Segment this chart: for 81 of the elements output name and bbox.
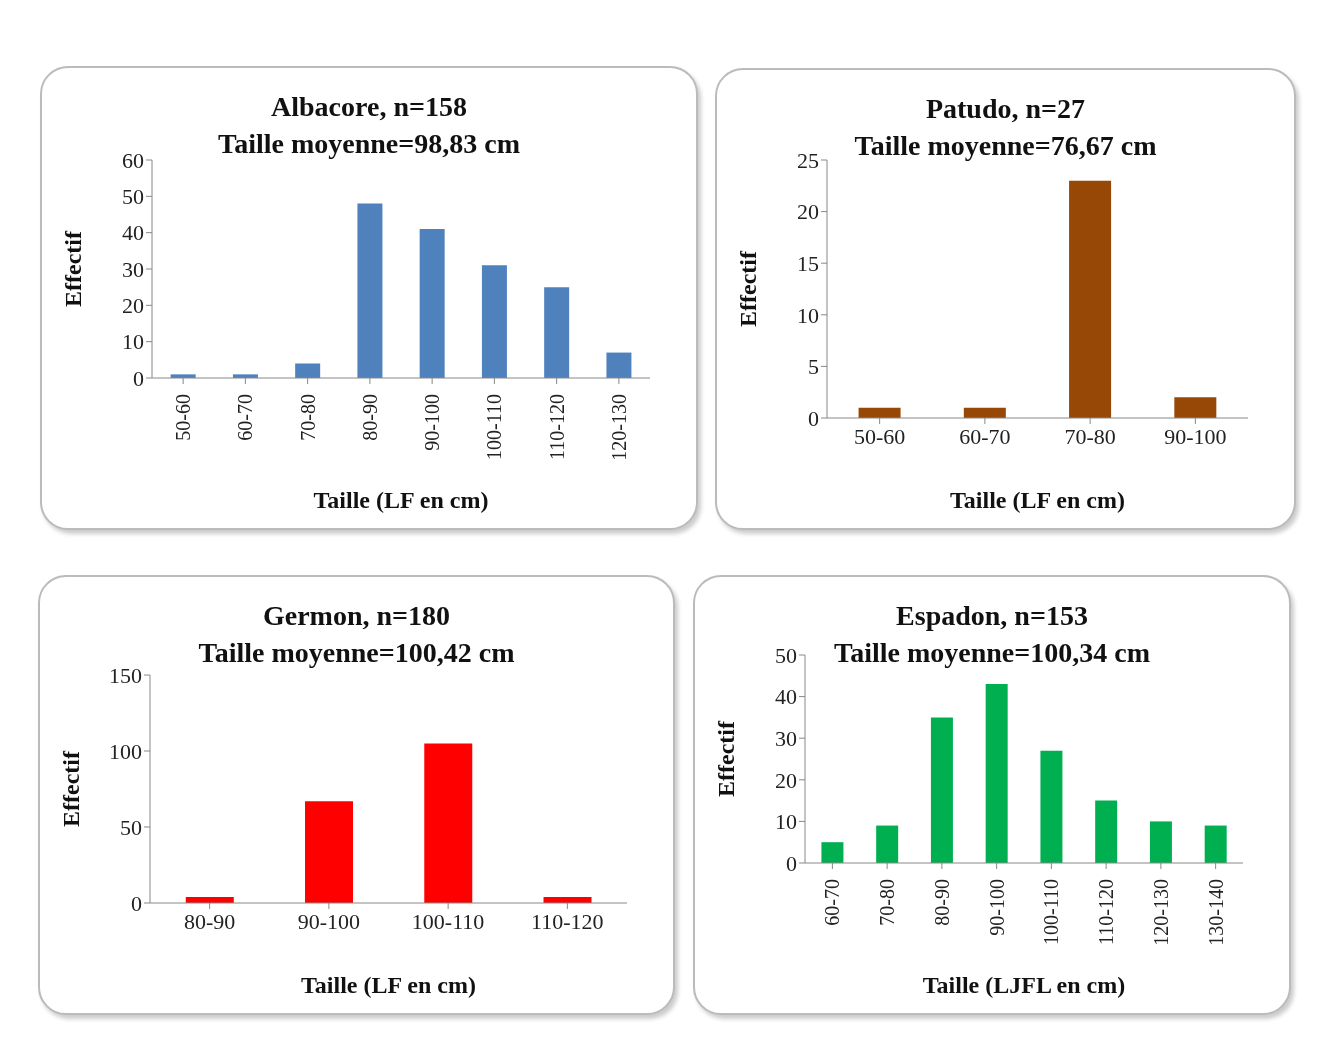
y-tick-label: 0 [131,890,142,916]
y-tick-label: 10 [775,809,797,835]
y-tick-label: 20 [775,767,797,793]
x-tick-label: 50-60 [853,424,906,449]
x-tick-label: 130-140 [1204,879,1227,946]
y-tick-label: 5 [808,354,819,380]
x-tick-label: 120-130 [1149,879,1172,946]
y-tick-label: 0 [808,405,819,431]
x-tick-label: 90-100 [985,879,1008,936]
x-tick-label: 70-80 [1064,424,1116,449]
chart-title: Albacore, n=158 [270,90,468,124]
y-tick-label: 50 [122,184,144,210]
bar [1069,180,1112,418]
x-tick-label: 60-70 [234,394,257,441]
x-axis-title: Taille (LF en cm) [301,972,476,998]
y-tick-label: 60 [122,147,144,173]
chart-title: Germon, n=180 [261,599,452,633]
y-tick-label: 30 [122,256,144,282]
y-tick-label: 30 [775,726,797,752]
x-tick-label: 50-60 [172,394,195,441]
bar [419,229,445,378]
x-tick-label: 90-100 [297,909,361,934]
y-tick-label: 40 [775,684,797,710]
x-axis-title: Taille (LF en cm) [313,487,489,513]
x-axis-title: Taille (LF en cm) [950,487,1125,513]
x-tick-label: 110-120 [1095,879,1118,945]
bar [985,684,1008,863]
x-tick-label: 110-120 [531,909,604,934]
x-tick-label: 70-80 [876,879,899,926]
bar [305,801,354,903]
y-tick-label: 50 [775,642,797,668]
y-tick-label: 25 [797,147,819,173]
x-tick-label: 70-80 [296,394,319,441]
x-tick-label: 60-70 [959,424,1011,449]
y-tick-label: 10 [122,329,144,355]
x-axis-title: Taille (LJFL en cm) [922,972,1126,998]
bar [876,825,899,863]
y-tick-label: 50 [120,814,142,840]
bar [606,352,632,378]
x-tick-label: 90-100 [421,394,444,451]
chart-subtitle: Taille moyenne=100,42 cm [198,637,515,668]
bar [1040,750,1063,863]
y-axis-title: Effectif [57,750,84,827]
y-tick-label: 40 [122,220,144,246]
bar [544,287,570,378]
y-axis-title: Effectif [59,230,86,307]
y-tick-label: 150 [109,662,142,688]
bar [821,842,844,863]
bar [424,743,473,903]
y-tick-label: 15 [797,251,819,277]
chart-subtitle: Taille moyenne=76,67 cm [854,130,1157,161]
y-tick-label: 20 [797,199,819,225]
chart-subtitle: Taille moyenne=100,34 cm [834,637,1150,668]
chart-subtitle: Taille moyenne=98,83 cm [218,128,520,159]
x-tick-label: 80-90 [183,909,236,934]
bar [1095,800,1118,863]
x-tick-label: 60-70 [821,879,844,926]
y-tick-label: 20 [122,293,144,319]
chart-title: Patudo, n=27 [924,92,1087,126]
x-tick-label: 80-90 [930,879,953,926]
y-tick-label: 0 [786,850,797,876]
bar [481,265,507,378]
x-tick-label: 110-120 [545,394,568,460]
bar [1174,397,1217,418]
y-tick-label: 100 [109,738,142,764]
x-tick-label: 80-90 [358,394,381,441]
chart-title: Espadon, n=153 [895,599,1089,633]
x-tick-label: 90-100 [1164,424,1227,449]
x-tick-label: 100-110 [483,394,506,460]
y-tick-label: 10 [797,302,819,328]
bar [357,203,383,378]
x-tick-label: 120-130 [607,394,630,461]
y-axis-title: Effectif [734,250,761,327]
bar [295,363,321,378]
bar [1149,821,1172,863]
bar [1204,825,1227,863]
y-tick-label: 0 [133,365,144,391]
bar [930,717,953,863]
x-tick-label: 100-110 [1040,879,1063,945]
y-axis-title: Effectif [712,720,739,797]
x-tick-label: 100-110 [411,909,485,934]
